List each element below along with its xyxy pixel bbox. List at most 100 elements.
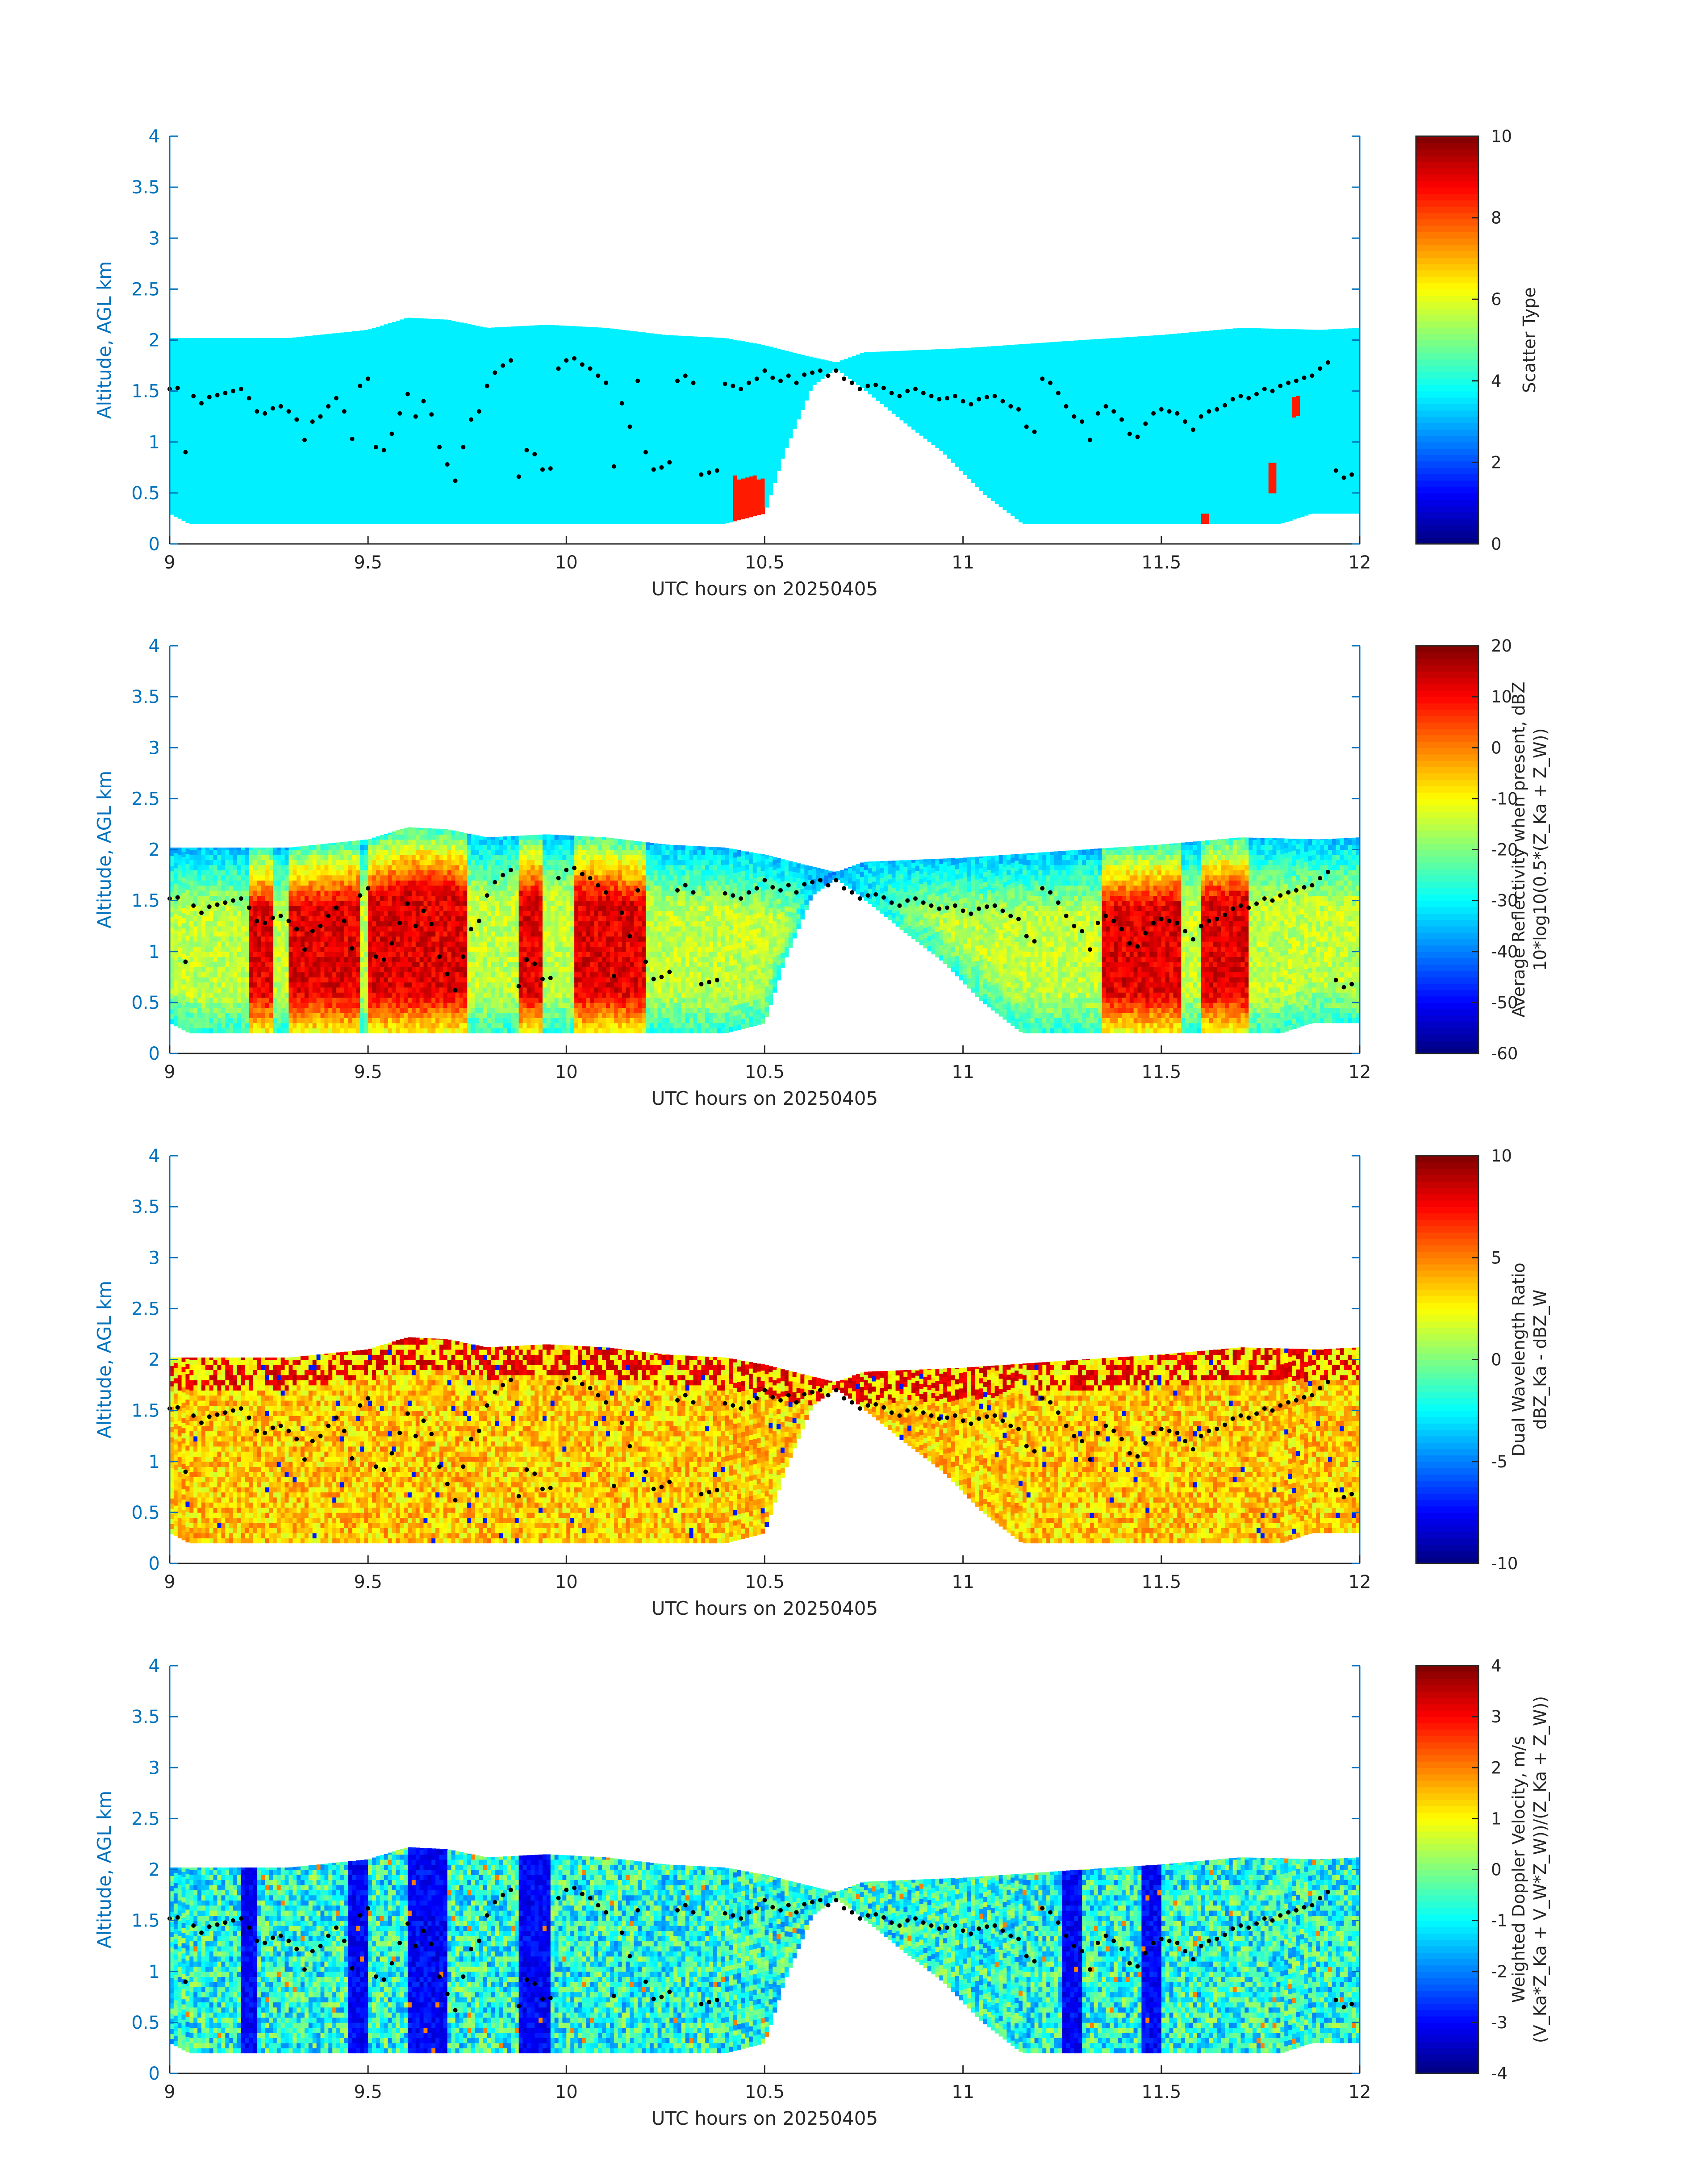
heatmap-cell — [380, 452, 384, 458]
heatmap-cell — [289, 498, 293, 503]
heatmap-cell — [245, 391, 250, 397]
heatmap-cell — [360, 518, 364, 524]
heatmap-cell — [292, 371, 297, 376]
heatmap-cell — [372, 514, 376, 519]
heatmap-cell — [313, 488, 317, 493]
heatmap-cell — [237, 427, 242, 432]
heatmap-cell — [435, 406, 440, 412]
heatmap-cell — [340, 478, 345, 483]
heatmap-cell — [412, 457, 416, 463]
heatmap-cell — [455, 514, 460, 519]
heatmap-cell — [459, 468, 464, 473]
heatmap-cell — [292, 457, 297, 463]
heatmap-cell — [296, 422, 301, 427]
heatmap-cell — [257, 338, 261, 340]
heatmap-cell — [332, 406, 337, 412]
heatmap-cell — [225, 447, 230, 452]
heatmap-cell — [439, 503, 444, 509]
heatmap-cell — [281, 376, 285, 381]
heatmap-cell — [439, 432, 444, 437]
heatmap-cell — [174, 440, 178, 445]
heatmap-cell — [420, 447, 424, 452]
heatmap-cell — [269, 355, 273, 361]
heatmap-cell — [182, 434, 186, 439]
heatmap-cell — [400, 345, 404, 351]
heatmap-cell — [447, 396, 452, 401]
heatmap-cell — [221, 340, 226, 346]
heatmap-cell — [431, 320, 436, 325]
heatmap-cell — [233, 483, 238, 488]
heatmap-cell — [305, 514, 309, 519]
heatmap-cell — [178, 391, 182, 397]
heatmap-cell — [189, 381, 194, 386]
heatmap-cell — [324, 335, 329, 340]
heatmap-cell — [186, 410, 190, 416]
heatmap-cell — [424, 417, 428, 422]
heatmap-cell — [404, 381, 408, 386]
heatmap-cell — [321, 391, 325, 397]
heatmap-cell — [368, 417, 372, 422]
heatmap-cell — [178, 406, 182, 412]
heatmap-cell — [249, 442, 254, 447]
heatmap-cell — [273, 442, 277, 447]
heatmap-cell — [451, 514, 456, 519]
heatmap-cell — [332, 483, 337, 488]
heatmap-cell — [427, 417, 432, 422]
heatmap-cell — [324, 391, 329, 397]
heatmap-cell — [336, 447, 341, 452]
heatmap-cell — [340, 472, 345, 478]
heatmap-cell — [305, 503, 309, 509]
heatmap-cell — [424, 330, 428, 335]
heatmap-cell — [384, 325, 388, 330]
heatmap-cell — [416, 462, 420, 468]
heatmap-cell — [408, 411, 412, 417]
heatmap-cell — [380, 366, 384, 371]
heatmap-cell — [277, 345, 281, 351]
heatmap-cell — [285, 518, 289, 524]
heatmap-cell — [348, 360, 353, 366]
heatmap-cell — [416, 493, 420, 498]
heatmap-cell — [205, 452, 210, 458]
heatmap-cell — [356, 508, 361, 514]
heatmap-cell — [384, 345, 388, 351]
heatmap-cell — [443, 345, 448, 351]
heatmap-cell — [431, 381, 436, 386]
heatmap-cell — [352, 427, 357, 432]
heatmap-cell — [233, 503, 238, 509]
heatmap-cell — [439, 508, 444, 514]
heatmap-cell — [443, 503, 448, 509]
heatmap-cell — [193, 360, 198, 366]
heatmap-cell — [237, 338, 242, 340]
heatmap-cell — [420, 442, 424, 447]
heatmap-cell — [384, 350, 388, 355]
heatmap-cell — [400, 472, 404, 478]
heatmap-cell — [416, 350, 420, 355]
heatmap-cell — [249, 452, 254, 458]
heatmap-cell — [328, 396, 333, 401]
heatmap-cell — [435, 498, 440, 503]
heatmap-cell — [317, 442, 321, 447]
heatmap-cell — [352, 518, 357, 524]
heatmap-cell — [356, 427, 361, 432]
heatmap-cell — [189, 468, 194, 473]
heatmap-cell — [182, 338, 186, 343]
heatmap-cell — [427, 488, 432, 493]
heatmap-cell — [380, 345, 384, 351]
heatmap-cell — [364, 488, 368, 493]
heatmap-cell — [277, 371, 281, 376]
heatmap-cell — [427, 350, 432, 355]
heatmap-cell — [209, 355, 214, 361]
heatmap-cell — [332, 355, 337, 361]
heatmap-cell — [392, 330, 397, 335]
heatmap-cell — [269, 396, 273, 401]
heatmap-cell — [197, 462, 202, 468]
heatmap-cell — [261, 508, 265, 514]
heatmap-cell — [372, 518, 376, 524]
heatmap-cell — [309, 345, 313, 351]
heatmap-cell — [217, 437, 222, 442]
heatmap-cell — [451, 355, 456, 361]
heatmap-cell — [439, 437, 444, 442]
heatmap-cell — [296, 432, 301, 437]
heatmap-cell — [451, 411, 456, 417]
heatmap-cell — [360, 371, 364, 376]
